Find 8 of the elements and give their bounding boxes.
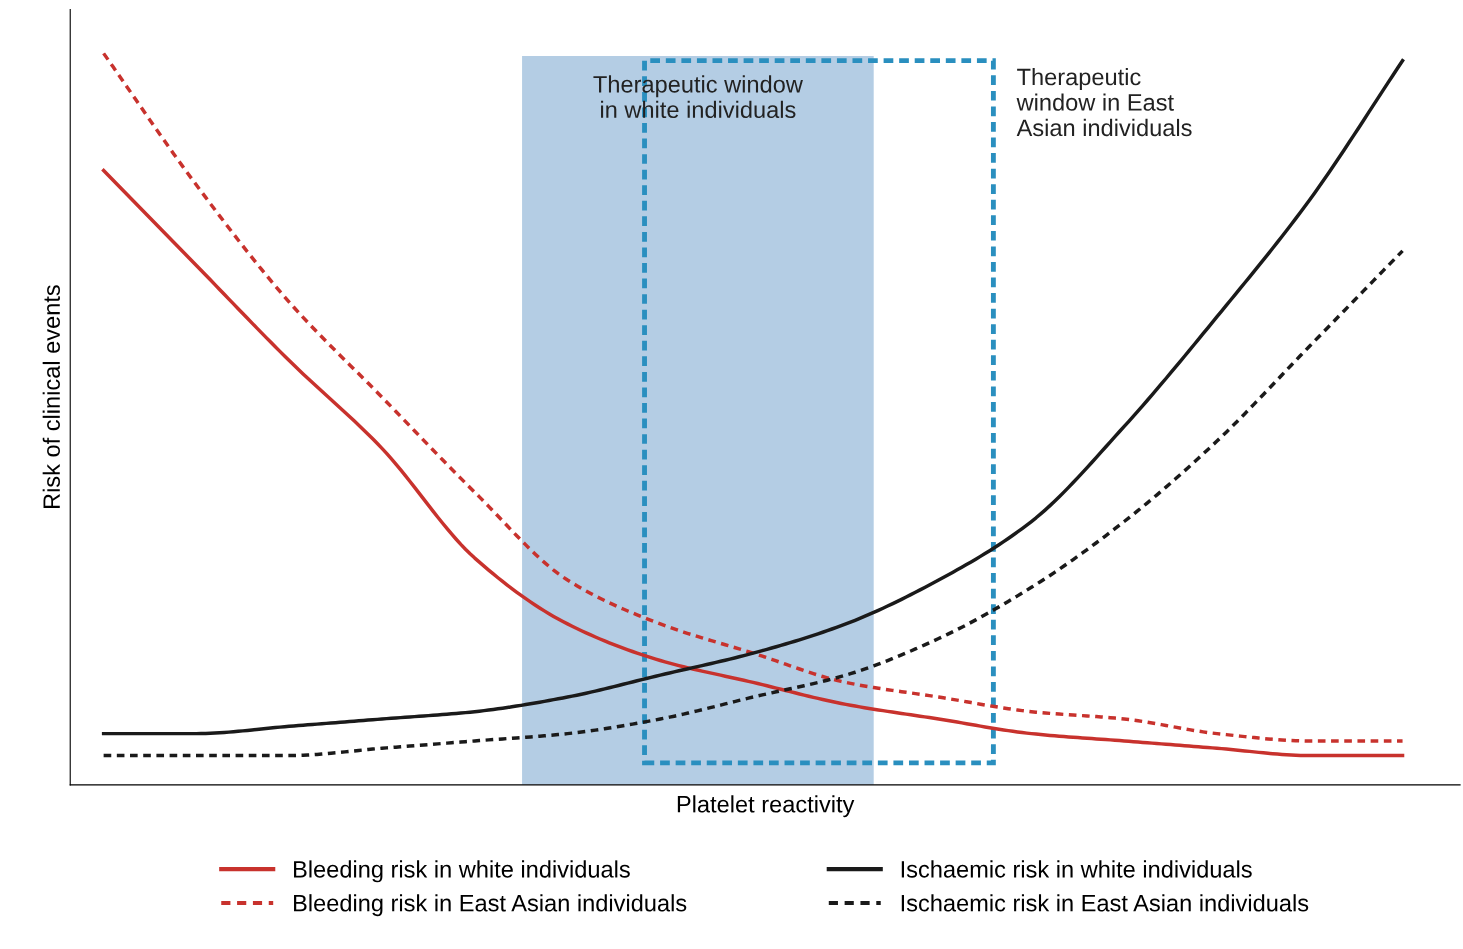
legend-label: Bleeding risk in white individuals xyxy=(294,860,630,883)
annotation: Therapeutic window in white individuals xyxy=(593,75,803,119)
legend-label: Ischaemic risk in East Asian individuals xyxy=(901,894,1309,912)
y-axis-title: Risk of clinical events xyxy=(42,285,60,509)
legend-label: Ischaemic risk in white individuals xyxy=(901,860,1252,878)
legend-label: Bleeding risk in East Asian individuals xyxy=(294,894,687,917)
x-axis-title: Platelet reactivity xyxy=(677,795,855,818)
annotation: Therapeutic window in East Asian individuals xyxy=(1016,68,1192,137)
